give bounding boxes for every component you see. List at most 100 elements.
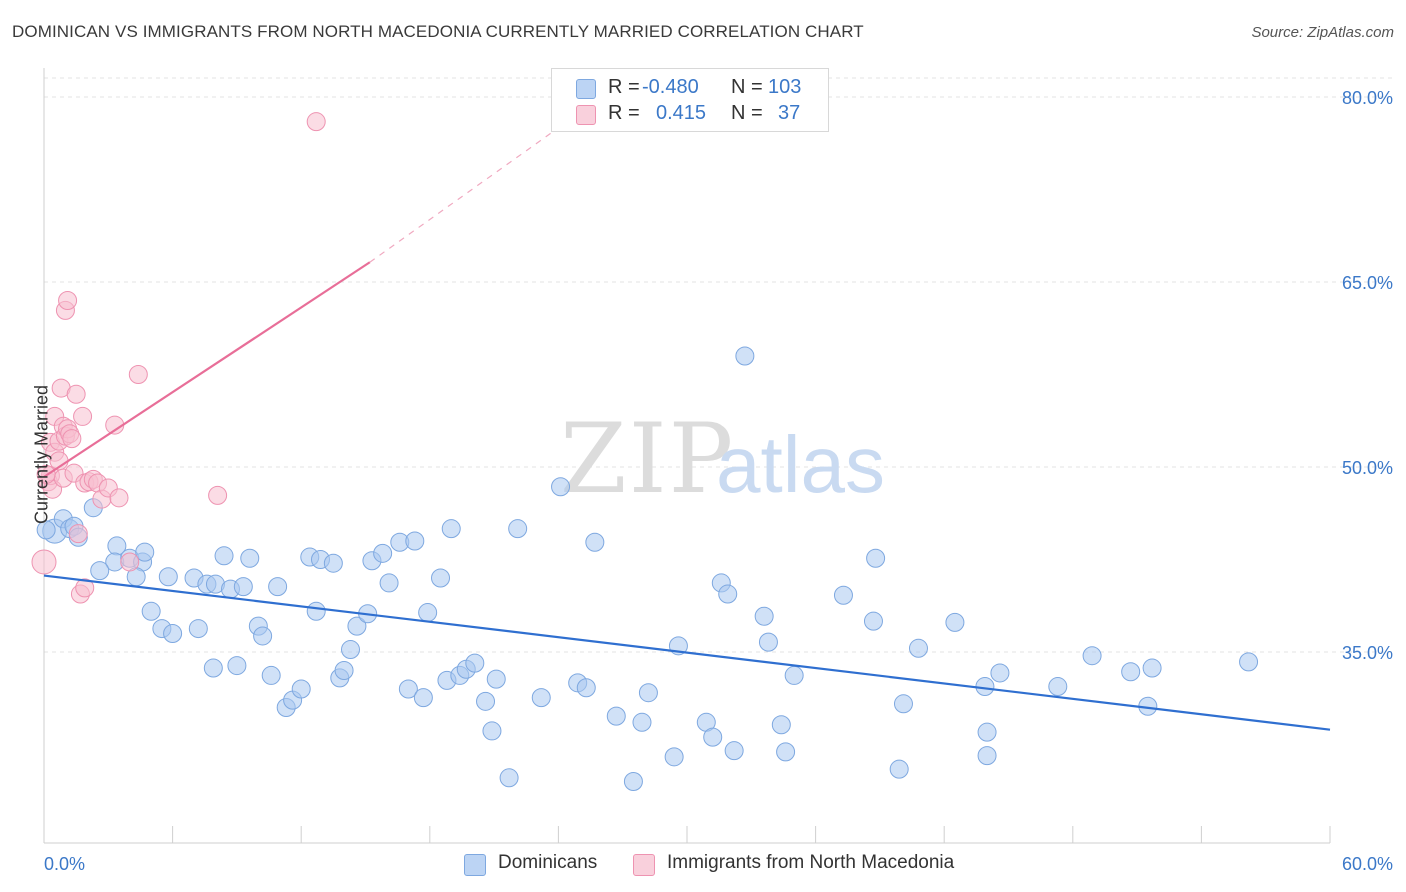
data-point [758, 632, 778, 652]
trend-line-extension [369, 127, 559, 263]
data-point [833, 585, 853, 605]
data-point [576, 678, 596, 698]
bottom-legend-label: Immigrants from North Macedonia [667, 852, 955, 873]
data-point [227, 656, 247, 676]
data-point [585, 532, 605, 552]
data-point [465, 653, 485, 673]
y-tick-label: 50.0% [1342, 458, 1393, 478]
data-point [141, 601, 161, 621]
x-tick-label: 60.0% [1342, 854, 1393, 874]
trend-line-dominicans [43, 574, 1331, 731]
data-point [334, 661, 354, 680]
data-point [893, 694, 913, 714]
data-point [413, 688, 433, 708]
data-point [62, 429, 82, 449]
data-point [90, 561, 110, 581]
data-point [664, 747, 684, 767]
y-axis-label: Currently Married [31, 384, 52, 525]
data-point [431, 568, 451, 588]
data-point [268, 577, 288, 597]
data-point [889, 759, 909, 779]
data-point [776, 742, 796, 762]
series-dominicans [36, 346, 1259, 791]
data-point [373, 543, 393, 563]
series-macedonia [31, 112, 326, 604]
legend-n-label: N = [731, 102, 763, 124]
data-point [347, 616, 367, 636]
x-tick-label: 0.0% [44, 854, 85, 874]
data-point [58, 291, 78, 310]
bottom-legend-swatch [633, 854, 655, 876]
data-point [771, 715, 791, 735]
watermark-atlas: atlas [716, 420, 885, 509]
data-point [638, 683, 658, 703]
data-point [418, 603, 438, 623]
data-point [1142, 658, 1162, 678]
data-point [703, 727, 723, 747]
data-point [990, 663, 1010, 683]
legend-n-value: 103 [768, 76, 802, 98]
data-point [977, 746, 997, 766]
data-point [75, 578, 95, 598]
data-point [120, 552, 140, 572]
data-point [128, 365, 148, 384]
data-point [486, 669, 506, 689]
legend-r-label: R = [608, 102, 640, 124]
data-point [405, 531, 425, 551]
data-point [754, 606, 774, 626]
data-point [724, 741, 744, 761]
data-point [499, 768, 519, 788]
legend-swatch-macedonia [576, 105, 596, 125]
trend-line-macedonia [43, 261, 371, 478]
data-point [36, 520, 56, 540]
data-point [31, 549, 57, 575]
data-point [863, 611, 883, 631]
data-point [306, 601, 326, 621]
data-point [482, 721, 502, 741]
legend: R = -0.480 N = 103 R = 0.415 N = 37 [551, 68, 829, 132]
data-point [73, 406, 93, 426]
axes [43, 68, 1331, 844]
data-point [323, 553, 343, 573]
data-point [208, 485, 228, 505]
data-point [158, 567, 178, 587]
data-point [908, 638, 928, 658]
data-point [188, 619, 208, 639]
data-point [606, 706, 626, 726]
data-point [233, 577, 253, 597]
data-point [109, 488, 129, 508]
legend-r-label: R = [608, 76, 640, 98]
data-point [240, 548, 260, 568]
watermark-zip: ZIP [560, 403, 735, 515]
data-point [340, 640, 360, 660]
legend-swatch-dominicans [576, 79, 596, 99]
data-point [203, 658, 223, 678]
legend-n-label: N = [731, 76, 763, 98]
data-point [632, 712, 652, 732]
data-point [718, 584, 738, 604]
data-point [135, 542, 155, 562]
data-point [214, 546, 234, 566]
data-point [163, 624, 183, 643]
data-point [379, 573, 399, 593]
data-point [531, 688, 551, 708]
data-point [784, 665, 804, 685]
data-point [623, 772, 643, 791]
data-point [1121, 662, 1141, 682]
legend-r-value: 0.415 [656, 102, 707, 124]
data-point [66, 384, 86, 404]
data-point [1048, 677, 1068, 697]
data-point [441, 519, 461, 539]
data-point [508, 519, 528, 539]
data-point [261, 665, 281, 685]
data-point [1239, 652, 1259, 672]
y-tick-label: 35.0% [1342, 643, 1393, 663]
legend-n-value: 37 [778, 102, 801, 124]
data-point [476, 691, 496, 711]
data-points [31, 112, 1259, 791]
data-point [977, 722, 997, 742]
data-point [551, 477, 571, 497]
data-point [398, 679, 418, 699]
data-point [735, 346, 755, 366]
